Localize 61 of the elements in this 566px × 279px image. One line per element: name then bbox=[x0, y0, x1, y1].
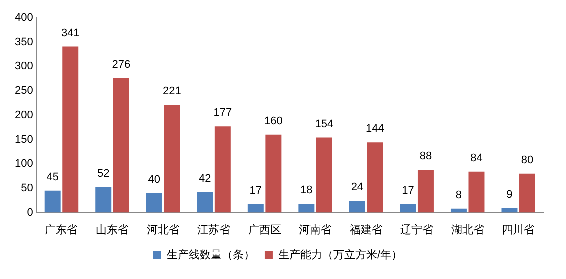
bar bbox=[502, 208, 518, 213]
bar bbox=[520, 174, 536, 213]
data-label: 17 bbox=[402, 185, 414, 198]
data-label: 17 bbox=[250, 185, 262, 198]
y-tick-label: 300 bbox=[14, 60, 34, 73]
bar bbox=[113, 78, 130, 213]
x-tick-label: 福建省 bbox=[350, 223, 383, 236]
data-label: 8 bbox=[456, 189, 462, 202]
bar bbox=[62, 46, 79, 213]
y-tick-label: 250 bbox=[14, 85, 34, 98]
y-tick-label: 100 bbox=[14, 158, 34, 170]
data-label: 341 bbox=[61, 27, 80, 40]
data-label: 276 bbox=[112, 58, 131, 71]
x-tick-label: 辽宁省 bbox=[400, 223, 434, 236]
legend-label: 生产线数量（条） bbox=[166, 248, 255, 262]
x-tick-label: 广西区 bbox=[248, 223, 282, 236]
bar bbox=[197, 192, 214, 213]
data-label: 40 bbox=[148, 174, 161, 186]
data-label: 52 bbox=[97, 168, 110, 180]
data-label: 18 bbox=[300, 184, 313, 197]
data-label: 177 bbox=[214, 107, 232, 120]
y-tick-label: 200 bbox=[14, 109, 34, 122]
bar bbox=[418, 170, 434, 213]
data-label: 42 bbox=[199, 172, 212, 185]
bar bbox=[316, 138, 332, 213]
x-tick-label: 广东省 bbox=[45, 223, 78, 236]
data-label: 221 bbox=[162, 86, 182, 98]
bar bbox=[367, 142, 384, 213]
x-tick-label: 山东省 bbox=[96, 223, 129, 236]
bar bbox=[266, 134, 282, 213]
x-tick-label: 河南省 bbox=[299, 223, 332, 236]
legend-label: 生产能力（万立方米/年） bbox=[278, 248, 403, 262]
bar bbox=[44, 190, 61, 213]
data-label: 45 bbox=[46, 171, 59, 184]
data-label: 84 bbox=[470, 152, 483, 164]
y-tick-label: 150 bbox=[14, 134, 34, 146]
data-label: 154 bbox=[315, 118, 334, 130]
bar bbox=[298, 204, 315, 213]
bar bbox=[349, 201, 366, 213]
y-tick-label: 50 bbox=[21, 182, 34, 194]
bar bbox=[400, 204, 416, 213]
data-label: 9 bbox=[506, 188, 513, 201]
y-tick-label: 0 bbox=[27, 206, 34, 219]
data-label: 88 bbox=[420, 150, 432, 162]
x-tick-label: 四川省 bbox=[502, 223, 536, 236]
bar bbox=[214, 126, 231, 213]
bar bbox=[450, 208, 467, 213]
bar bbox=[468, 172, 485, 213]
x-tick-label: 湖北省 bbox=[451, 223, 484, 236]
bar bbox=[96, 187, 112, 213]
data-label: 24 bbox=[351, 182, 364, 194]
bar bbox=[146, 193, 162, 213]
x-tick-label: 江苏省 bbox=[198, 223, 231, 236]
data-label: 144 bbox=[366, 123, 384, 136]
x-tick-label: 河北省 bbox=[146, 223, 180, 236]
bar bbox=[164, 105, 180, 213]
bar bbox=[248, 204, 264, 213]
data-label: 160 bbox=[264, 115, 283, 128]
data-label: 80 bbox=[521, 154, 534, 166]
y-tick-label: 400 bbox=[14, 12, 34, 24]
y-tick-label: 350 bbox=[14, 36, 34, 48]
